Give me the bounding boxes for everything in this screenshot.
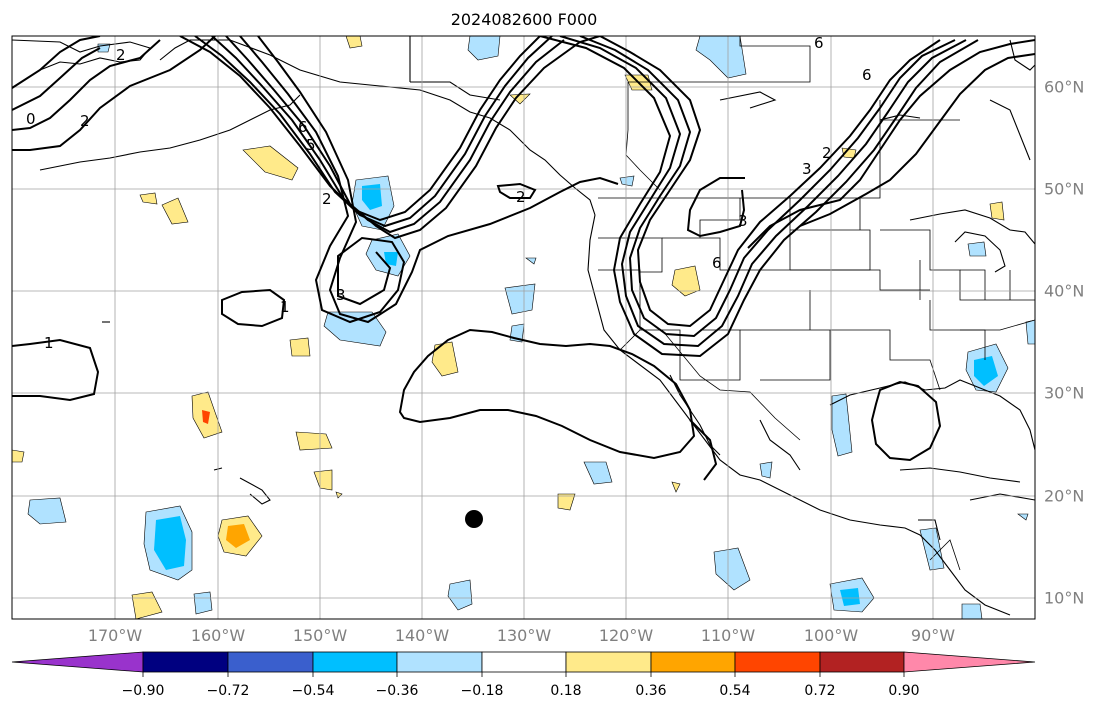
lon-label: 90°W xyxy=(910,626,956,645)
colorbar-segment xyxy=(903,651,1036,673)
contour-label: 3 xyxy=(738,212,748,230)
colorbar-label: 0.54 xyxy=(719,683,751,699)
contour-label: 1 xyxy=(280,298,290,316)
colorbar-segment xyxy=(734,651,821,673)
coastlines xyxy=(12,36,1035,616)
colorbar-label: −0.18 xyxy=(460,683,504,699)
colorbar-ticks xyxy=(142,672,905,677)
lat-label: 60°N xyxy=(1044,77,1085,97)
colorbar-label: −0.54 xyxy=(291,683,335,699)
lon-label: 150°W xyxy=(292,626,348,645)
map-frame xyxy=(11,35,1036,620)
lat-label: 40°N xyxy=(1044,281,1085,301)
lon-label: 130°W xyxy=(496,626,552,645)
colorbar-label: 0.36 xyxy=(635,683,667,699)
lon-label: 120°W xyxy=(598,626,654,645)
contour-label: 2 xyxy=(80,112,90,130)
colorbar-segment xyxy=(227,651,314,673)
lon-label: 170°W xyxy=(87,626,143,645)
contour-label: 6 xyxy=(814,34,824,52)
lon-label: 110°W xyxy=(700,626,756,645)
lat-label: 10°N xyxy=(1044,588,1085,608)
contour-label: 5 xyxy=(306,136,316,154)
lat-label: 30°N xyxy=(1044,383,1085,403)
contour-label: 6 xyxy=(298,118,308,136)
location-marker xyxy=(465,510,483,528)
colorbar-segment xyxy=(819,651,905,673)
contour-label: 0 xyxy=(26,110,36,128)
contour-label: 2 xyxy=(116,46,126,64)
lon-label: 140°W xyxy=(394,626,450,645)
colorbar-label: −0.36 xyxy=(375,683,419,699)
contour-label: 6 xyxy=(862,66,872,84)
contour-labels: 0 2 6 5 2 3 2 6 3 6 6 2 3 1 1 2 xyxy=(26,34,872,352)
colorbar xyxy=(11,651,1036,673)
contour-label: 3 xyxy=(336,286,346,304)
colorbar-segment xyxy=(142,651,229,673)
colorbar-segment xyxy=(565,651,652,673)
contour-label: 3 xyxy=(802,160,812,178)
lat-label: 20°N xyxy=(1044,486,1085,506)
colorbar-segment xyxy=(650,651,736,673)
lon-label: 100°W xyxy=(803,626,859,645)
colorbar-label: 0.90 xyxy=(888,683,920,699)
colorbar-segment xyxy=(481,651,567,673)
colorbar-label: 0.72 xyxy=(804,683,836,699)
contour-label: 1 xyxy=(44,334,54,352)
contour-label: 6 xyxy=(712,254,722,272)
contour-label: 2 xyxy=(322,190,332,208)
colorbar-label: −0.72 xyxy=(206,683,250,699)
map-title: 2024082600 F000 xyxy=(450,10,598,29)
contour-lines xyxy=(12,36,1035,481)
lon-label: 160°W xyxy=(190,626,246,645)
shaded-anomaly-areas xyxy=(12,36,1035,619)
colorbar-segment xyxy=(11,651,144,673)
colorbar-label: 0.18 xyxy=(550,683,582,699)
colorbar-segment xyxy=(312,651,398,673)
contour-label: 2 xyxy=(516,188,526,206)
political-borders xyxy=(598,36,1035,571)
contour-label: 2 xyxy=(822,144,832,162)
lat-lon-grid xyxy=(12,36,1035,619)
colorbar-segment xyxy=(396,651,483,673)
colorbar-label: −0.90 xyxy=(121,683,165,699)
lat-label: 50°N xyxy=(1044,179,1085,199)
